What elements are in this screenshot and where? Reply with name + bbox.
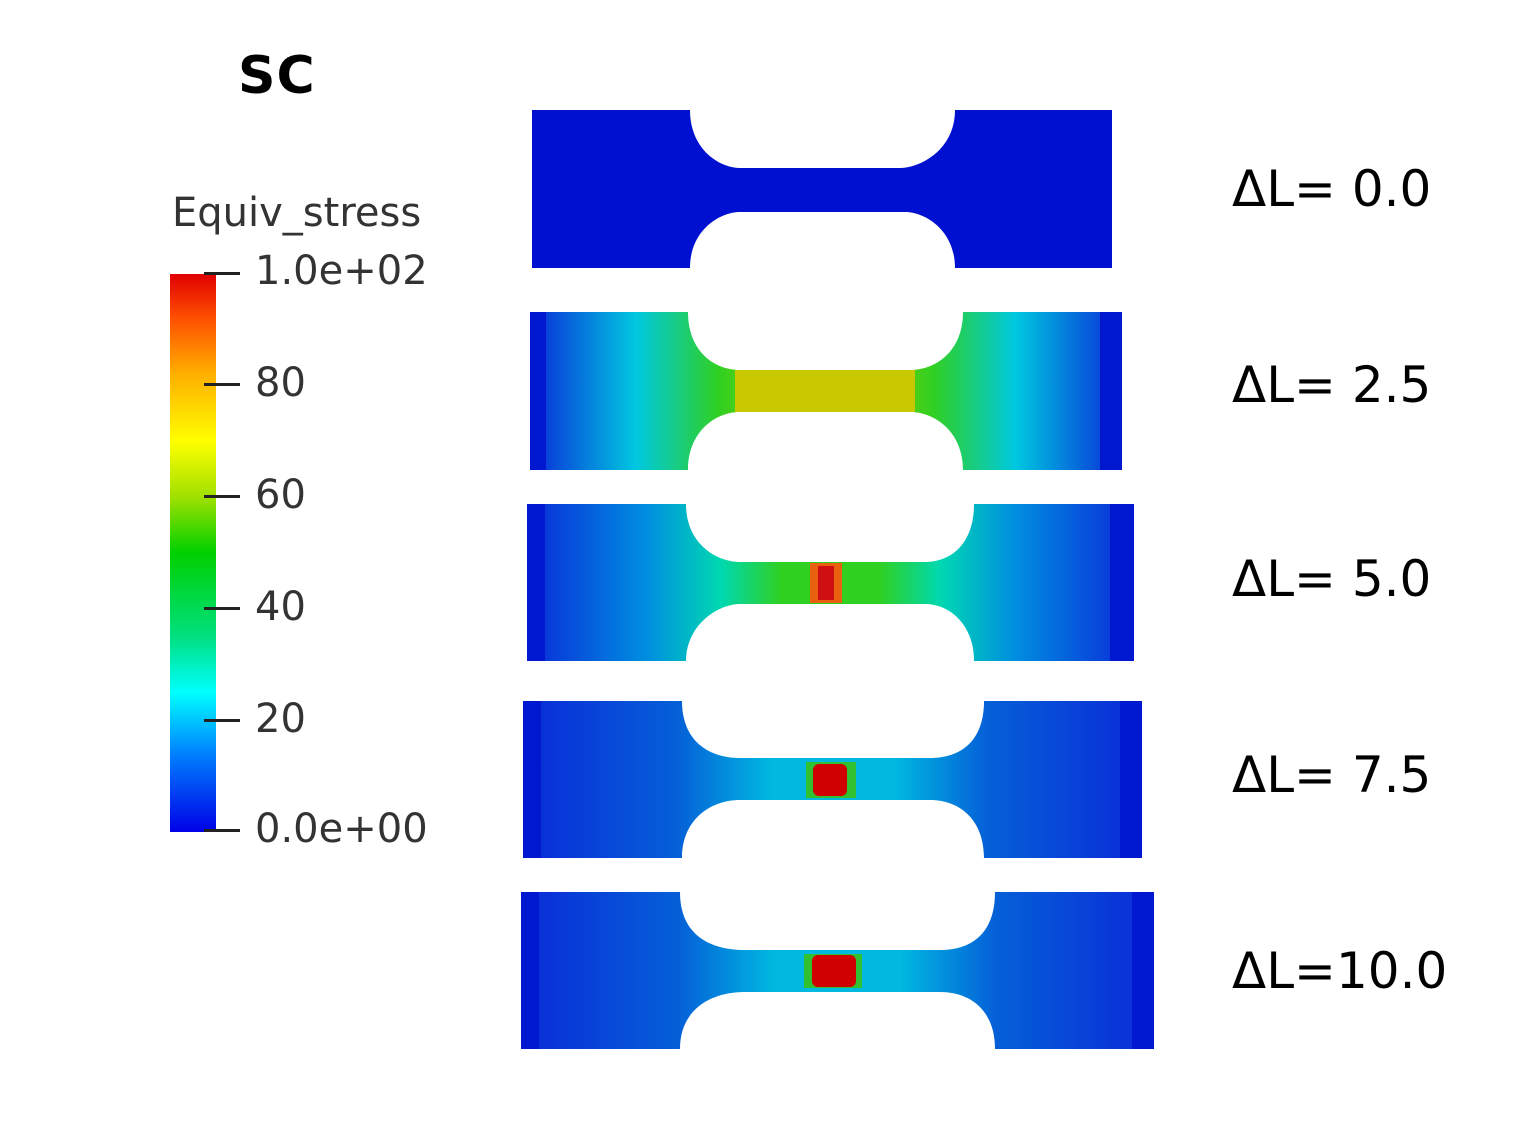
legend-tick: [204, 607, 240, 610]
delta-l-label: ΔL= 5.0: [1232, 550, 1432, 608]
figure-title: SC: [238, 46, 316, 106]
legend-tick-label: 40: [255, 584, 306, 630]
delta-l-label: ΔL= 0.0: [1232, 160, 1432, 218]
legend-tick: [204, 829, 240, 832]
legend-title: Equiv_stress: [172, 190, 422, 236]
legend-tick-label: 1.0e+02: [255, 248, 428, 294]
specimen-1: [532, 110, 1112, 268]
delta-l-label: ΔL=10.0: [1232, 942, 1448, 1000]
legend-tick: [204, 272, 240, 275]
legend-tick: [204, 383, 240, 386]
legend-tick-label: 80: [255, 360, 306, 406]
legend-tick: [204, 495, 240, 498]
delta-l-label: ΔL= 2.5: [1232, 356, 1432, 414]
delta-l-label: ΔL= 7.5: [1232, 746, 1432, 804]
legend-tick: [204, 719, 240, 722]
legend-tick-label: 20: [255, 696, 306, 742]
color-scale-bar: [170, 274, 216, 832]
legend-tick-label: 0.0e+00: [255, 806, 428, 852]
legend-tick-label: 60: [255, 472, 306, 518]
